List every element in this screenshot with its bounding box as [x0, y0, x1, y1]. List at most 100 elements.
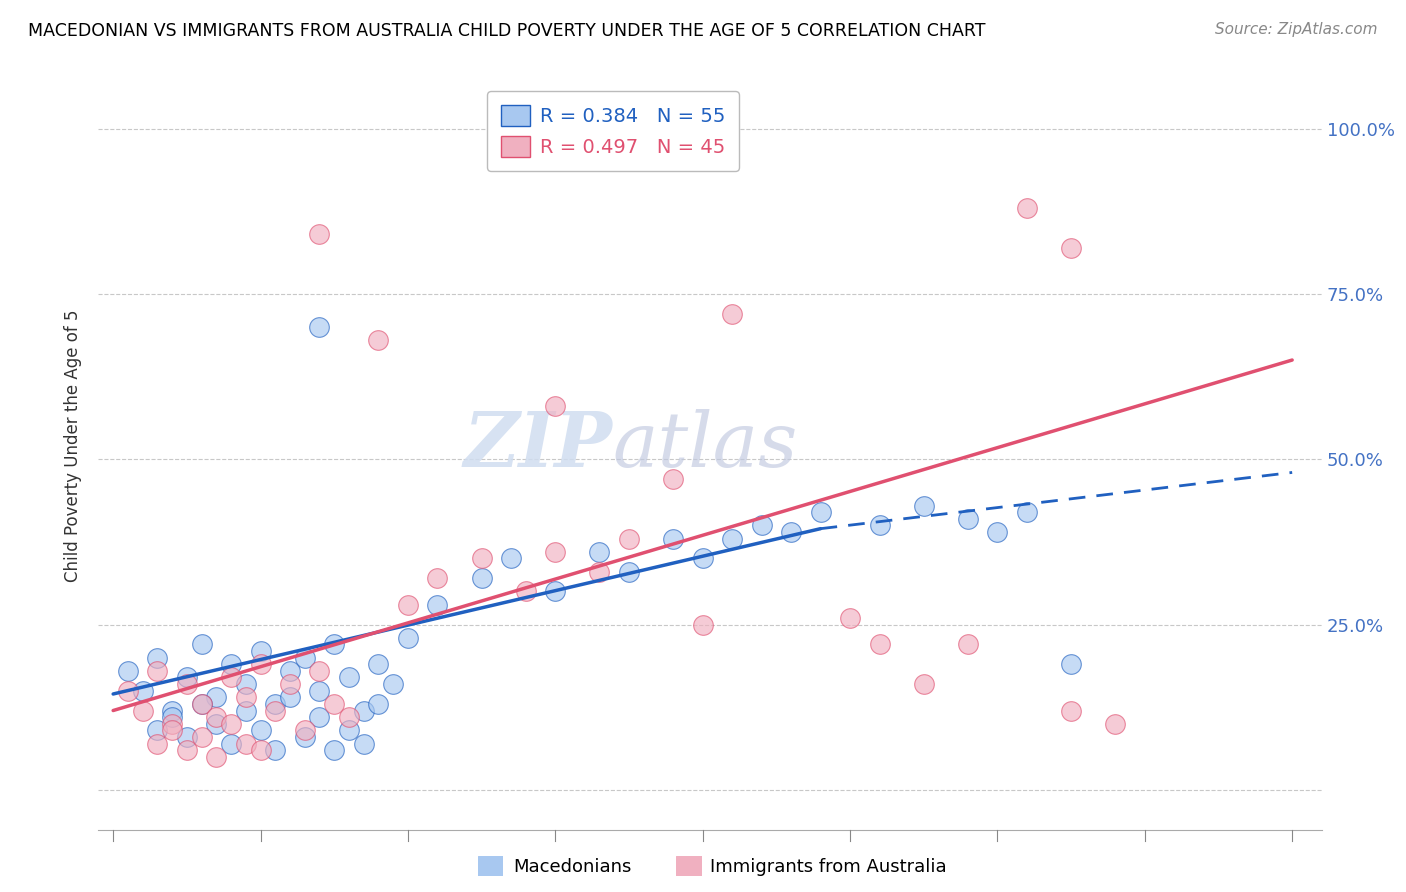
Text: Source: ZipAtlas.com: Source: ZipAtlas.com	[1215, 22, 1378, 37]
Point	[160, 723, 183, 738]
Point	[190, 637, 212, 651]
Point	[544, 584, 567, 599]
Point	[146, 664, 169, 678]
Point	[176, 670, 198, 684]
Point	[264, 697, 287, 711]
Point	[294, 650, 316, 665]
Point	[337, 670, 360, 684]
Point	[235, 704, 257, 718]
Point	[235, 690, 257, 705]
Point	[662, 532, 685, 546]
Point	[176, 730, 198, 744]
Point	[176, 677, 198, 691]
Text: MACEDONIAN VS IMMIGRANTS FROM AUSTRALIA CHILD POVERTY UNDER THE AGE OF 5 CORRELA: MACEDONIAN VS IMMIGRANTS FROM AUSTRALIA …	[28, 22, 986, 40]
Point	[146, 723, 169, 738]
Point	[515, 584, 537, 599]
Point	[323, 637, 346, 651]
Text: Immigrants from Australia: Immigrants from Australia	[710, 858, 946, 876]
Point	[499, 551, 522, 566]
Point	[235, 677, 257, 691]
Point	[219, 657, 242, 672]
Point	[912, 499, 935, 513]
Point	[1104, 716, 1126, 731]
Point	[160, 710, 183, 724]
Point	[396, 631, 419, 645]
Point	[308, 683, 330, 698]
Point	[323, 743, 346, 757]
Point	[190, 730, 212, 744]
Point	[249, 657, 271, 672]
Point	[205, 710, 228, 724]
Point	[264, 704, 287, 718]
Point	[308, 227, 330, 242]
Point	[308, 320, 330, 334]
Point	[1015, 505, 1038, 519]
Point	[205, 749, 228, 764]
Point	[1060, 241, 1083, 255]
Point	[721, 307, 744, 321]
Point	[426, 571, 449, 585]
Point	[176, 743, 198, 757]
Point	[367, 657, 389, 672]
Point	[131, 683, 153, 698]
Point	[337, 723, 360, 738]
Point	[367, 333, 389, 347]
Point	[219, 670, 242, 684]
Point	[190, 697, 212, 711]
Text: ZIP: ZIP	[464, 409, 612, 483]
Point	[367, 697, 389, 711]
Point	[190, 697, 212, 711]
Point	[1060, 657, 1083, 672]
Point	[235, 737, 257, 751]
Point	[956, 637, 979, 651]
Point	[294, 723, 316, 738]
Point	[117, 683, 139, 698]
Point	[426, 598, 449, 612]
Point	[617, 532, 640, 546]
Point	[396, 598, 419, 612]
Point	[471, 571, 494, 585]
Point	[146, 650, 169, 665]
Point	[544, 545, 567, 559]
Point	[353, 704, 375, 718]
Point	[869, 518, 891, 533]
Point	[264, 743, 287, 757]
Text: atlas: atlas	[612, 409, 797, 483]
Point	[249, 644, 271, 658]
Point	[588, 565, 610, 579]
Point	[956, 512, 979, 526]
Point	[294, 730, 316, 744]
Point	[1060, 704, 1083, 718]
Point	[278, 664, 301, 678]
Point	[780, 524, 803, 539]
Point	[219, 716, 242, 731]
Point	[278, 690, 301, 705]
Point	[588, 545, 610, 559]
Point	[810, 505, 832, 519]
Point	[249, 743, 271, 757]
Point	[382, 677, 405, 691]
Point	[146, 737, 169, 751]
Point	[308, 710, 330, 724]
Point	[869, 637, 891, 651]
Point	[617, 565, 640, 579]
Point	[160, 716, 183, 731]
Point	[205, 690, 228, 705]
Point	[721, 532, 744, 546]
Point	[544, 400, 567, 414]
Point	[337, 710, 360, 724]
Point	[308, 664, 330, 678]
Point	[692, 617, 714, 632]
Point	[986, 524, 1008, 539]
Point	[912, 677, 935, 691]
Y-axis label: Child Poverty Under the Age of 5: Child Poverty Under the Age of 5	[65, 310, 83, 582]
Point	[839, 611, 862, 625]
Point	[751, 518, 773, 533]
Legend: R = 0.384   N = 55, R = 0.497   N = 45: R = 0.384 N = 55, R = 0.497 N = 45	[488, 91, 738, 170]
Point	[219, 737, 242, 751]
Point	[131, 704, 153, 718]
Point	[471, 551, 494, 566]
Point	[692, 551, 714, 566]
Point	[160, 704, 183, 718]
Point	[117, 664, 139, 678]
